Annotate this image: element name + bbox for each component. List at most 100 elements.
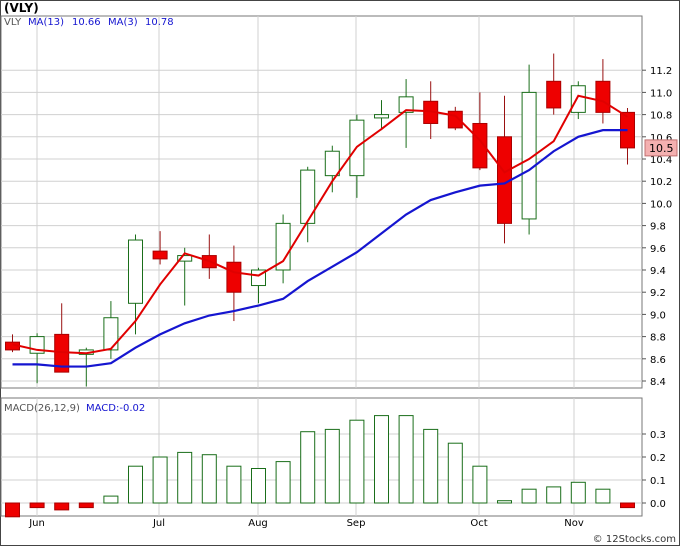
x-axis-month-label: Jun xyxy=(28,518,45,529)
candle-up xyxy=(324,145,340,193)
price-y-tick-label: 11.0 xyxy=(650,88,672,99)
macd-bar-negative xyxy=(78,502,94,509)
chart-title: (VLY) xyxy=(4,1,39,15)
macd-bar-positive xyxy=(300,431,316,504)
macd-bar-positive xyxy=(226,465,242,504)
candle-up xyxy=(570,81,586,120)
ma3-line xyxy=(12,94,629,355)
macd-y-axis: 0.0 0.1 0.2 0.3 xyxy=(642,430,666,510)
x-axis-month-label: Oct xyxy=(470,518,487,529)
legend-vly: VLY xyxy=(4,17,22,28)
candle-body xyxy=(595,80,611,113)
price-plot-area xyxy=(0,15,643,389)
candle-body xyxy=(152,250,168,260)
macd-bar-negative xyxy=(620,502,635,509)
candle-body xyxy=(275,222,291,271)
last-price-label: 10.5 xyxy=(649,142,674,155)
candle-down xyxy=(497,95,512,244)
candle-down xyxy=(546,53,562,115)
ma13-line xyxy=(12,129,628,368)
candle-down xyxy=(472,92,488,171)
price-y-tick-label: 9.2 xyxy=(650,288,666,299)
macd-y-tick-label: 0.3 xyxy=(650,430,666,441)
last-price-marker: 10.5 xyxy=(644,139,678,157)
macd-bar-positive xyxy=(177,451,193,504)
price-y-tick-label: 8.4 xyxy=(650,377,666,388)
macd-bar-positive xyxy=(546,486,562,504)
price-y-axis: 8.4 8.6 8.8 9.0 9.2 9.4 9.6 9.8 10.0 10.2 10.4 10.6… xyxy=(642,66,672,388)
macd-bar-positive xyxy=(201,454,217,504)
candle-body xyxy=(226,261,242,293)
candle-body xyxy=(570,85,586,113)
x-axis-month-label: Nov xyxy=(564,518,584,529)
price-y-tick-label: 8.6 xyxy=(650,355,666,366)
macd-title: MACD(26,12,9) xyxy=(4,403,80,414)
macd-y-tick-label: 0.2 xyxy=(650,453,666,464)
moving-averages xyxy=(12,94,629,368)
price-y-tick-label: 10.6 xyxy=(650,133,672,144)
legend-ma3-value: 10.78 xyxy=(145,17,174,28)
candle-body xyxy=(324,150,340,177)
macd-bar-negative xyxy=(54,502,70,511)
macd-bar-positive xyxy=(595,488,611,504)
price-y-tick-label: 10.2 xyxy=(650,177,672,188)
candle-up xyxy=(521,64,537,235)
price-y-tick-label: 10.8 xyxy=(650,111,672,122)
macd-x-axis: Jun Jul Aug Sep Oct Nov xyxy=(28,518,584,529)
candle-down xyxy=(54,303,70,373)
candle-up xyxy=(128,234,143,335)
candle-body xyxy=(177,255,193,262)
macd-bars xyxy=(5,415,635,518)
macd-y-tick-label: 0.1 xyxy=(650,476,666,487)
price-y-tick-label: 9.8 xyxy=(650,222,666,233)
candle-body xyxy=(472,122,488,169)
legend-ma3-name: MA(3) xyxy=(108,17,138,28)
macd-bar-positive xyxy=(275,461,291,504)
macd-y-tick-label: 0.0 xyxy=(650,499,666,510)
price-y-tick-label: 9.4 xyxy=(650,266,666,277)
candle-up xyxy=(398,79,414,148)
x-axis-month-label: Aug xyxy=(248,518,268,529)
macd-bar-positive xyxy=(521,488,537,504)
legend-ma13-name: MA(13) xyxy=(28,17,64,28)
macd-bar-positive xyxy=(570,481,586,504)
price-panel: 8.4 8.6 8.8 9.0 9.2 9.4 9.6 9.8 10.0 10.2 10.4 10.6… xyxy=(0,15,678,389)
last-price-box xyxy=(644,139,678,157)
candle-down xyxy=(423,81,439,140)
macd-bar-positive xyxy=(423,428,439,504)
watermark: © 12Stocks.com xyxy=(593,534,676,545)
legend-ma13-value: 10.66 xyxy=(72,17,101,28)
macd-panel: 0.0 0.1 0.2 0.3 MACD(26,12,9) MACD:-0.02 Ju… xyxy=(0,397,666,529)
price-y-tick-label: 10.4 xyxy=(650,155,672,166)
macd-bar-positive xyxy=(324,428,340,504)
macd-bar-positive xyxy=(103,495,119,504)
price-y-tick-label: 9.0 xyxy=(650,310,666,321)
candle-up xyxy=(177,247,193,306)
macd-bar-negative xyxy=(5,502,20,518)
macd-bar-positive xyxy=(251,468,266,504)
macd-bar-positive xyxy=(497,500,512,504)
candles xyxy=(5,53,635,387)
candle-body xyxy=(300,169,316,224)
macd-bar-positive xyxy=(128,465,143,504)
macd-bar-positive xyxy=(374,415,389,504)
price-y-tick-label: 10.0 xyxy=(650,199,672,210)
macd-bar-positive xyxy=(447,442,463,504)
macd-bar-positive xyxy=(152,456,168,504)
x-axis-month-label: Jul xyxy=(152,518,165,529)
candle-body xyxy=(398,96,414,113)
candle-up xyxy=(300,166,316,243)
macd-value-label: MACD:-0.02 xyxy=(86,403,145,414)
price-gridlines xyxy=(1,16,642,388)
macd-bar-positive xyxy=(398,415,414,504)
price-y-tick-label: 8.8 xyxy=(650,333,666,344)
candle-body xyxy=(128,239,143,304)
candle-up xyxy=(275,214,291,284)
macd-bar-negative xyxy=(29,502,45,509)
price-y-tick-label: 11.2 xyxy=(650,66,672,77)
price-y-tick-label: 9.6 xyxy=(650,244,666,255)
macd-bar-positive xyxy=(472,465,488,504)
candle-down xyxy=(152,231,168,265)
